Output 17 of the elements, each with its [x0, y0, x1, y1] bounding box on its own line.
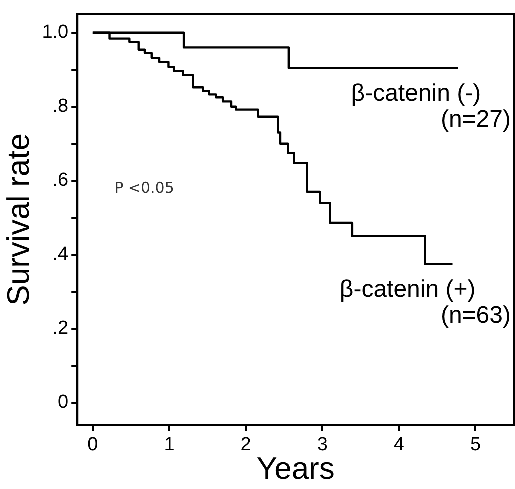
y-tick-label: .6 — [52, 170, 69, 192]
y-tick-label: .8 — [52, 96, 69, 118]
series-label: β-catenin (-) — [351, 80, 482, 108]
x-tick-label: 4 — [394, 434, 405, 456]
y-tick-label: .4 — [52, 244, 70, 266]
x-tick-label: 0 — [88, 434, 98, 456]
annotation: (n=27) — [440, 106, 511, 134]
x-tick-label: 1 — [164, 434, 175, 456]
y-tick-label: 1.0 — [42, 22, 69, 44]
x-tick-label: 2 — [240, 434, 252, 456]
y-axis-title: Survival rate — [1, 134, 36, 306]
x-tick-label: 5 — [470, 434, 482, 456]
annotation: (n=63) — [440, 302, 511, 330]
y-tick-label: .2 — [52, 318, 69, 340]
y-tick-label: 0 — [58, 392, 69, 414]
annotation: P <0.05 — [114, 178, 174, 197]
series-label: β-catenin (+) — [340, 276, 476, 304]
